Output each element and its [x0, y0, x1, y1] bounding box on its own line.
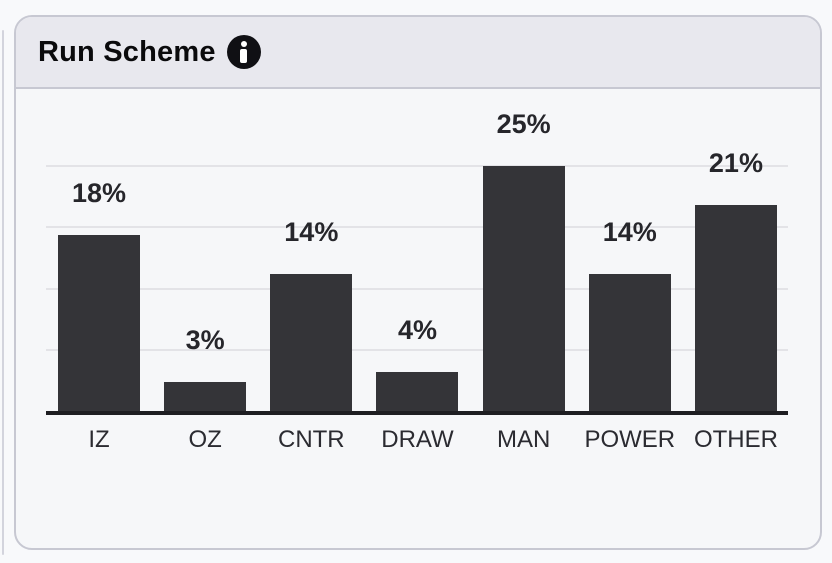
bar: 21% [694, 148, 777, 411]
bar: 25% [482, 109, 565, 411]
gridline [46, 226, 788, 229]
bar-value-label: 18% [71, 177, 127, 208]
bar-chart: 18% 3% 14% 4% 25% 14% 21% IZ OZ CNTR DRAW MAN POWER… [16, 89, 820, 548]
bar: 3% [164, 325, 247, 411]
bar-category-label: DRAW [381, 426, 454, 453]
card-header: Run Scheme [16, 17, 820, 89]
x-axis-labels: IZ OZ CNTR DRAW MAN POWER OTHER [46, 426, 788, 454]
bar-category-label: CNTR [277, 426, 345, 453]
bar-category-label: MAN [496, 426, 551, 453]
bar-value-label: 14% [602, 216, 657, 247]
bar-category-label: OTHER [693, 426, 778, 453]
gridline [46, 287, 788, 290]
bar: 14% [270, 217, 353, 411]
bar: 14% [588, 217, 671, 411]
card-title: Run Scheme [38, 35, 216, 68]
bar-category-label: POWER [584, 426, 676, 453]
run-scheme-card: Run Scheme 18% 3% 14% 4% 25% 14% 21% IZ OZ CNTR D… [14, 15, 822, 550]
bar: 18% [58, 178, 140, 411]
adjacent-card-edge [2, 30, 4, 555]
bar-value-label: 14% [284, 216, 339, 247]
bar: 4% [376, 315, 459, 411]
bar-value-label: 3% [185, 324, 225, 355]
bar-value-label: 4% [397, 314, 437, 345]
bar-category-label: OZ [188, 426, 222, 453]
bar-category-label: IZ [88, 426, 110, 453]
gridline [46, 348, 788, 351]
info-icon[interactable] [226, 35, 261, 69]
gridline [46, 165, 788, 167]
x-axis-line [46, 411, 788, 415]
bar-group: 18% 3% 14% 4% 25% 14% 21% [46, 109, 788, 411]
bar-value-label: 25% [496, 109, 551, 139]
bar-value-label: 21% [708, 148, 763, 179]
